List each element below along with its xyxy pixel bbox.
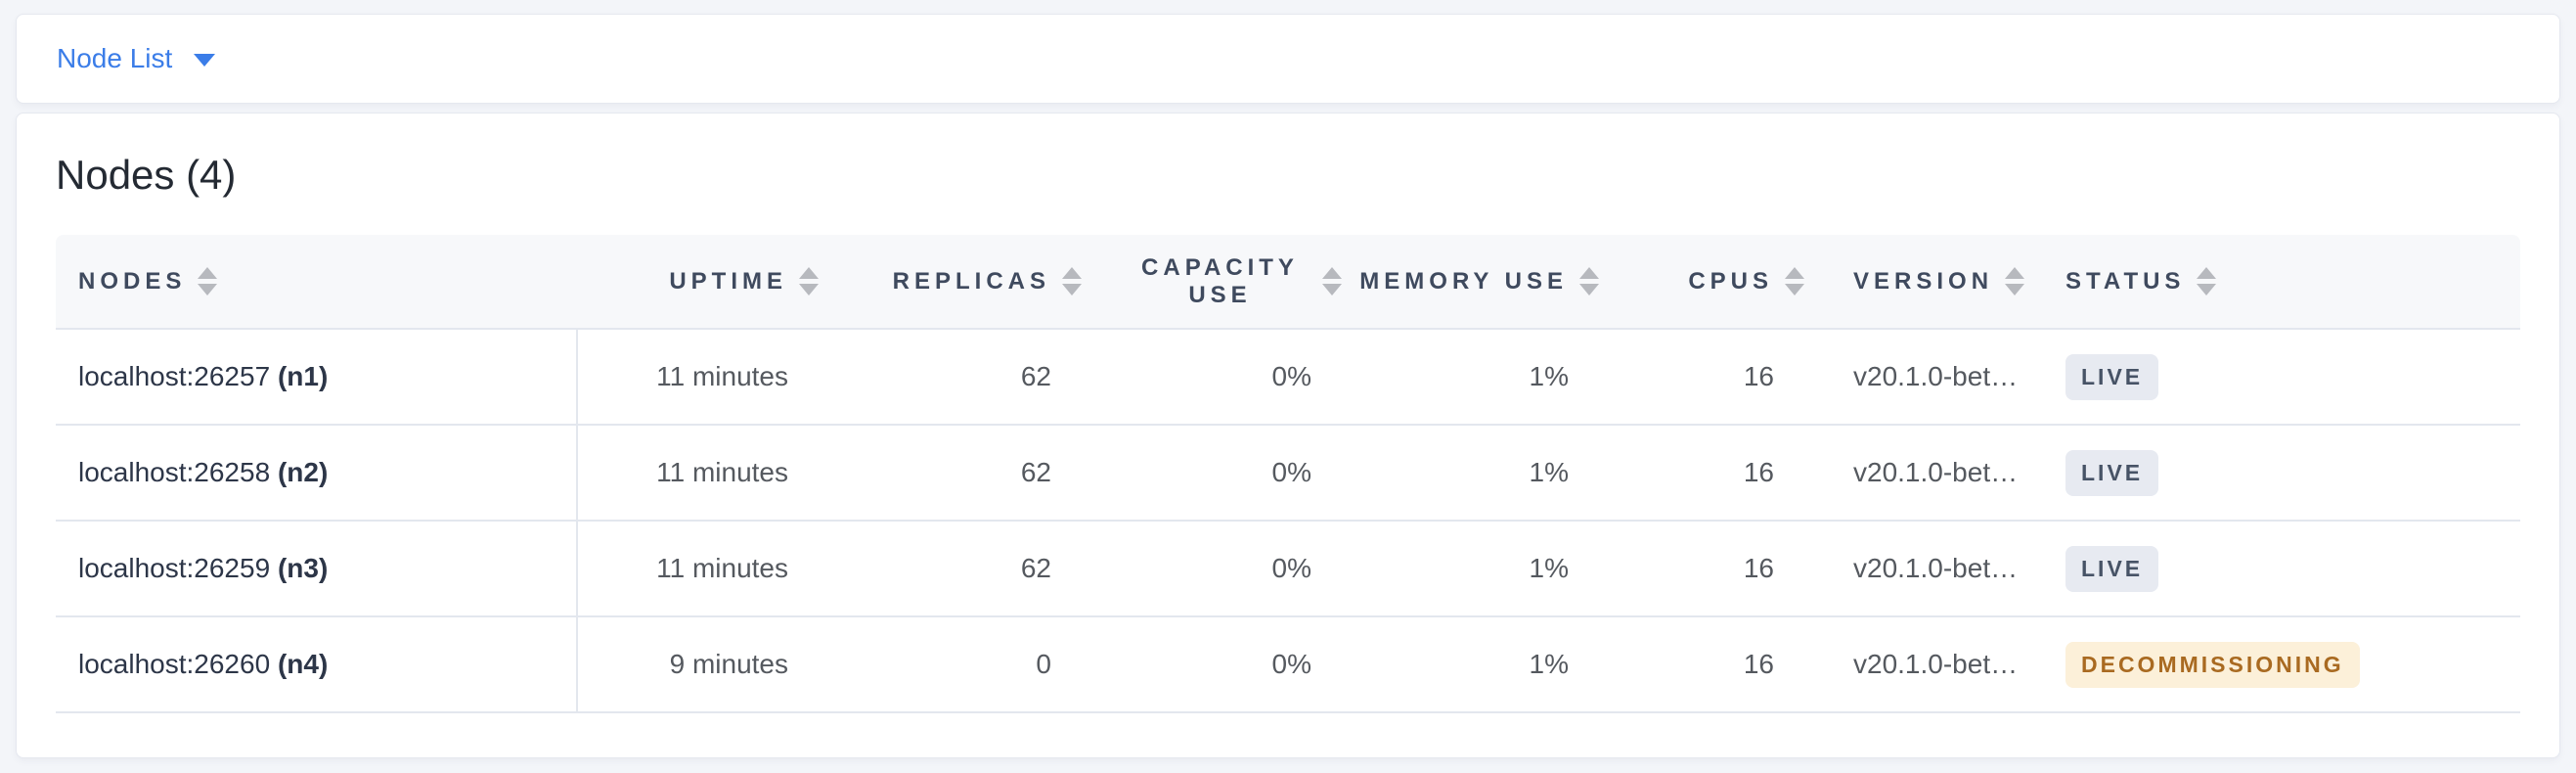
- column-header-nodes[interactable]: NODES: [56, 235, 578, 330]
- node-address: localhost:26260: [78, 649, 271, 679]
- cpus-cell: 16: [1599, 617, 1804, 713]
- node-list-dropdown[interactable]: Node List: [57, 43, 216, 74]
- status-badge: LIVE: [2065, 449, 2159, 496]
- sort-icon: [799, 267, 819, 296]
- node-id: (n3): [277, 553, 329, 583]
- sort-icon: [2197, 267, 2217, 296]
- sort-up-icon: [1579, 267, 1599, 279]
- node-id: (n2): [277, 457, 329, 487]
- status-badge: LIVE: [2065, 353, 2159, 400]
- replicas-cell: 0: [819, 617, 1082, 713]
- node-cell: localhost:26257 (n1): [56, 330, 578, 426]
- column-header-memory_use[interactable]: MEMORY USE: [1342, 235, 1599, 330]
- uptime-cell: 11 minutes: [578, 330, 819, 426]
- node-id: (n1): [277, 361, 329, 391]
- table-row[interactable]: localhost:26258 (n2) 11 minutes 62 0% 1%…: [56, 426, 2520, 522]
- status-badge: DECOMMISSIONING: [2065, 641, 2360, 688]
- uptime-cell: 11 minutes: [578, 426, 819, 522]
- status-cell: LIVE: [2054, 330, 2520, 426]
- cpus-cell: 16: [1599, 522, 1804, 617]
- node-address: localhost:26259: [78, 553, 271, 583]
- column-header-label: STATUS: [2065, 267, 2186, 295]
- sort-icon: [198, 267, 218, 296]
- replicas-cell: 62: [819, 426, 1082, 522]
- version-cell: v20.1.0-bet…: [1804, 617, 2054, 713]
- sort-up-icon: [2197, 267, 2217, 279]
- column-header-label: UPTIME: [669, 267, 787, 295]
- sort-icon: [1062, 267, 1082, 296]
- sort-down-icon: [1785, 284, 1804, 296]
- memory-use-cell: 1%: [1342, 522, 1599, 617]
- table-row[interactable]: localhost:26257 (n1) 11 minutes 62 0% 1%…: [56, 330, 2520, 426]
- capacity-use-cell: 0%: [1082, 330, 1342, 426]
- column-header-label: NODES: [78, 267, 187, 295]
- sort-down-icon: [1322, 284, 1342, 296]
- memory-use-cell: 1%: [1342, 330, 1599, 426]
- column-header-capacity_use[interactable]: CAPACITY USE: [1082, 235, 1342, 330]
- sort-icon: [2005, 267, 2025, 296]
- sort-down-icon: [198, 284, 218, 296]
- capacity-use-cell: 0%: [1082, 426, 1342, 522]
- node-cell: localhost:26260 (n4): [56, 617, 578, 713]
- sort-up-icon: [1785, 267, 1804, 279]
- memory-use-cell: 1%: [1342, 617, 1599, 713]
- cpus-cell: 16: [1599, 330, 1804, 426]
- table-row[interactable]: localhost:26260 (n4) 9 minutes 0 0% 1% 1…: [56, 617, 2520, 713]
- node-address: localhost:26258: [78, 457, 271, 487]
- toolbar: Node List: [16, 14, 2560, 104]
- status-badge: LIVE: [2065, 545, 2159, 592]
- status-cell: DECOMMISSIONING: [2054, 617, 2520, 713]
- column-header-replicas[interactable]: REPLICAS: [819, 235, 1082, 330]
- sort-up-icon: [1062, 267, 1082, 279]
- uptime-cell: 11 minutes: [578, 522, 819, 617]
- sort-icon: [1579, 267, 1599, 296]
- sort-icon: [1322, 267, 1342, 296]
- column-header-cpus[interactable]: CPUS: [1599, 235, 1804, 330]
- column-header-label: CPUS: [1688, 267, 1773, 295]
- sort-down-icon: [2197, 284, 2217, 296]
- nodes-panel: Nodes (4) NODES UPTIME REPLIC: [16, 113, 2560, 758]
- node-table-body: localhost:26257 (n1) 11 minutes 62 0% 1%…: [56, 330, 2520, 713]
- replicas-cell: 62: [819, 522, 1082, 617]
- table-header-row: NODES UPTIME REPLICAS CAPACITY USE: [56, 235, 2520, 330]
- sort-up-icon: [2005, 267, 2025, 279]
- node-id: (n4): [277, 649, 329, 679]
- node-address: localhost:26257: [78, 361, 271, 391]
- uptime-cell: 9 minutes: [578, 617, 819, 713]
- sort-up-icon: [799, 267, 819, 279]
- version-cell: v20.1.0-bet…: [1804, 330, 2054, 426]
- column-header-version[interactable]: VERSION: [1804, 235, 2054, 330]
- sort-up-icon: [198, 267, 218, 279]
- node-cell: localhost:26259 (n3): [56, 522, 578, 617]
- column-header-status[interactable]: STATUS: [2054, 235, 2520, 330]
- sort-up-icon: [1322, 267, 1342, 279]
- column-header-label: CAPACITY USE: [1141, 253, 1299, 308]
- nodes-count-heading: Nodes (4): [56, 152, 237, 198]
- sort-down-icon: [1579, 284, 1599, 296]
- capacity-use-cell: 0%: [1082, 522, 1342, 617]
- caret-down-icon: [194, 54, 216, 67]
- cpus-cell: 16: [1599, 426, 1804, 522]
- column-header-uptime[interactable]: UPTIME: [578, 235, 819, 330]
- table-row[interactable]: localhost:26259 (n3) 11 minutes 62 0% 1%…: [56, 522, 2520, 617]
- node-table: NODES UPTIME REPLICAS CAPACITY USE: [56, 235, 2520, 713]
- status-cell: LIVE: [2054, 426, 2520, 522]
- version-cell: v20.1.0-bet…: [1804, 522, 2054, 617]
- capacity-use-cell: 0%: [1082, 617, 1342, 713]
- status-cell: LIVE: [2054, 522, 2520, 617]
- node-list-dropdown-label: Node List: [57, 43, 173, 73]
- version-cell: v20.1.0-bet…: [1804, 426, 2054, 522]
- memory-use-cell: 1%: [1342, 426, 1599, 522]
- node-cell: localhost:26258 (n2): [56, 426, 578, 522]
- column-header-label: MEMORY USE: [1359, 267, 1568, 295]
- column-header-label: REPLICAS: [892, 267, 1050, 295]
- column-header-label: VERSION: [1853, 267, 1994, 295]
- sort-down-icon: [2005, 284, 2025, 296]
- replicas-cell: 62: [819, 330, 1082, 426]
- sort-down-icon: [1062, 284, 1082, 296]
- sort-icon: [1785, 267, 1804, 296]
- sort-down-icon: [799, 284, 819, 296]
